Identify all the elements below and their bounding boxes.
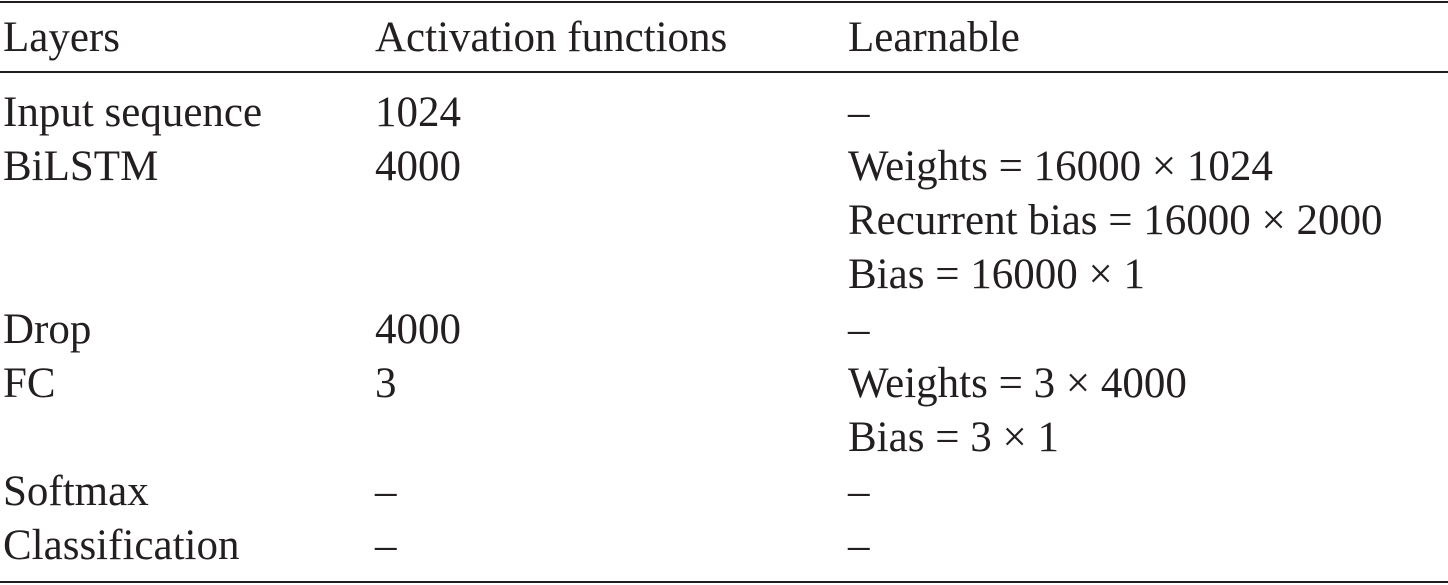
activation-cell: 3 [375,359,397,407]
activation-cell: 1024 [375,89,461,136]
learnable-line: Bias = 3 × 1 [848,413,1059,461]
learnable-line: – [848,305,870,353]
learnable-line: Recurrent bias = 16000 × 2000 [848,197,1383,245]
activation-cell: – [375,468,397,516]
activation-cell: 4000 [375,305,461,353]
header-cell: Activation functions [375,14,728,61]
header-rule [0,71,1448,73]
learnable-line: Weights = 16000 × 1024 [848,143,1273,191]
layer-cell: Drop [3,305,92,353]
header-cell: Learnable [848,14,1020,61]
learnable-line: – [848,89,870,136]
activation-cell: – [375,522,397,570]
activation-cell: 4000 [375,143,461,191]
layer-cell: Classification [3,522,240,570]
header-cell: Layers [3,14,120,61]
learnable-line: – [848,522,870,570]
layer-cell: Softmax [3,468,149,516]
layer-cell: BiLSTM [3,143,159,191]
layer-cell: Input sequence [3,89,263,136]
bottom-rule [0,581,1448,583]
learnable-line: – [848,468,870,516]
learnable-line: Bias = 16000 × 1 [848,251,1145,299]
layer-cell: FC [3,359,56,407]
learnable-line: Weights = 3 × 4000 [848,359,1187,407]
top-rule [0,1,1448,3]
